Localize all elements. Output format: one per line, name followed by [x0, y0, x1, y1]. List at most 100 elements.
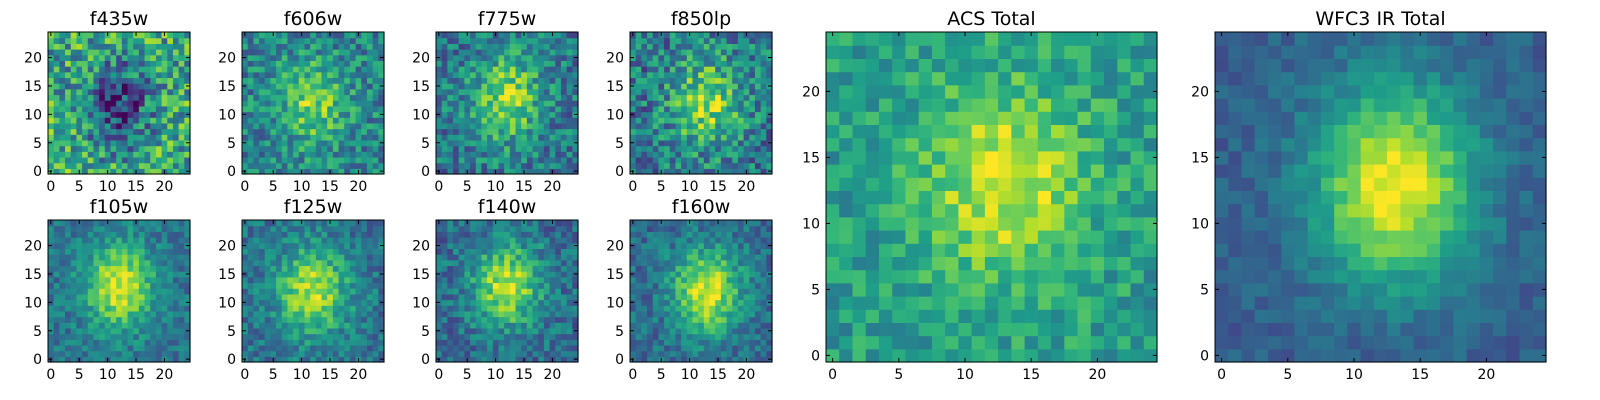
y-tick-label: 20	[606, 51, 624, 67]
heatmap-cell	[470, 168, 477, 175]
heatmap-cell	[99, 333, 106, 340]
heatmap-cell	[82, 60, 89, 67]
heatmap-cell	[526, 305, 534, 312]
heatmap-cell	[104, 350, 112, 357]
heatmap-cell	[184, 293, 191, 301]
heatmap-cell	[566, 117, 573, 124]
heatmap-cell	[253, 105, 260, 113]
heatmap-cell	[332, 139, 340, 147]
heatmap-cell	[167, 282, 174, 289]
heatmap-cell	[470, 139, 477, 147]
heatmap-cell	[475, 60, 483, 67]
heatmap-cell	[144, 139, 151, 147]
heatmap-cell	[720, 162, 728, 169]
x-tick-label: 20	[544, 179, 562, 195]
heatmap-cell	[681, 128, 688, 135]
heatmap-cell	[167, 100, 174, 107]
heatmap-cell	[116, 288, 123, 295]
heatmap-cell	[315, 32, 323, 39]
heatmap-cell	[167, 350, 174, 357]
heatmap-cell	[504, 282, 511, 289]
heatmap-cell	[127, 71, 134, 79]
heatmap-cell	[436, 237, 443, 244]
heatmap-cell	[253, 128, 260, 135]
heatmap-cell	[470, 344, 477, 352]
heatmap-cell	[447, 339, 454, 346]
heatmap-cell	[144, 254, 151, 261]
heatmap-cell	[669, 339, 677, 346]
heatmap-cell	[287, 220, 294, 227]
heatmap-cell	[76, 259, 83, 267]
heatmap-cell	[247, 66, 254, 73]
heatmap-cell	[344, 117, 351, 124]
heatmap-cell	[526, 122, 534, 130]
heatmap-cell	[315, 282, 323, 289]
heatmap-cell	[669, 88, 677, 96]
heatmap-cell	[447, 139, 454, 147]
y-tick-label: 10	[218, 295, 236, 311]
heatmap-cell	[242, 49, 249, 56]
heatmap-cell	[447, 49, 454, 56]
heatmap-cell	[749, 139, 756, 147]
heatmap-cell	[344, 356, 351, 363]
heatmap-cell	[287, 77, 294, 84]
heatmap-cell	[315, 151, 323, 158]
heatmap-cell	[127, 139, 134, 147]
heatmap-cell	[441, 151, 448, 158]
heatmap-cell	[470, 310, 477, 318]
heatmap-cell	[709, 322, 716, 329]
heatmap-cell	[259, 43, 266, 50]
heatmap-cell	[87, 259, 95, 267]
heatmap-cell	[532, 145, 539, 152]
heatmap-cell	[726, 94, 733, 101]
heatmap-cell	[372, 220, 379, 227]
heatmap-cell	[138, 316, 146, 323]
heatmap-cell	[121, 293, 129, 301]
heatmap-cell	[155, 37, 163, 44]
heatmap-cell	[355, 350, 362, 357]
heatmap-cell	[521, 299, 528, 306]
heatmap-cell	[93, 276, 100, 284]
heatmap-cell	[532, 248, 539, 255]
heatmap-cell	[310, 282, 317, 289]
heatmap-cell	[70, 71, 77, 79]
heatmap-cell	[436, 162, 443, 169]
heatmap-cell	[641, 60, 648, 67]
heatmap-cell	[298, 350, 306, 357]
heatmap-cell	[99, 248, 106, 255]
heatmap-cell	[276, 151, 283, 158]
heatmap-cell	[509, 77, 517, 84]
heatmap-cell	[150, 282, 157, 289]
heatmap-cell	[698, 49, 705, 56]
heatmap-cell	[281, 339, 289, 346]
heatmap-cell	[560, 134, 568, 141]
heatmap-cell	[338, 282, 345, 289]
heatmap-cell	[504, 333, 511, 340]
heatmap-cell	[560, 237, 568, 244]
heatmap-cell	[543, 339, 551, 346]
heatmap-cell	[726, 305, 733, 312]
heatmap-cell	[732, 94, 739, 101]
heatmap-cell	[692, 88, 699, 96]
heatmap-cell	[498, 333, 505, 340]
heatmap-cell	[754, 66, 762, 73]
heatmap-cell	[692, 49, 699, 56]
heatmap-cell	[264, 77, 271, 84]
heatmap-cell	[361, 356, 368, 363]
heatmap-cell	[453, 344, 460, 352]
heatmap-cell	[150, 271, 157, 278]
heatmap-cell	[515, 60, 522, 67]
heatmap-cell	[276, 265, 283, 272]
heatmap-cell	[87, 168, 95, 175]
heatmap-cell	[630, 293, 637, 301]
heatmap-cell	[647, 145, 654, 152]
heatmap-cell	[647, 32, 654, 39]
heatmap-cell	[647, 88, 654, 96]
heatmap-cell	[458, 276, 465, 284]
heatmap-cell	[475, 156, 483, 164]
heatmap-cell	[298, 128, 306, 135]
heatmap-cell	[372, 66, 379, 73]
heatmap-cell	[726, 77, 733, 84]
heatmap-cell	[532, 49, 539, 56]
heatmap-cell	[681, 43, 688, 50]
